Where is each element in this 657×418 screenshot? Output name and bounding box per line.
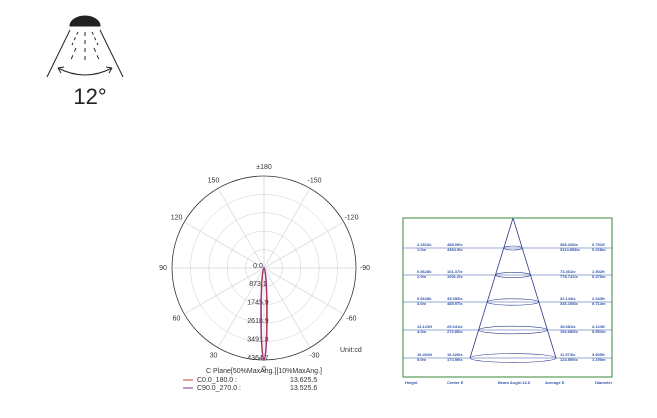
cone-value: 11.574lx (560, 352, 576, 357)
cone-value: 1.190m (592, 357, 606, 362)
cone-value: 1091.2lx (447, 274, 463, 279)
cone-value: 16.404ft (417, 352, 433, 357)
beam-ellipse (503, 245, 523, 251)
cone-value: 0.228m (592, 247, 606, 252)
cone-value: 2.343ft (592, 296, 605, 301)
cone-footer: Height (405, 380, 418, 385)
angle-label: 150 (208, 177, 220, 184)
beam-angle: 12° (73, 84, 106, 109)
cone-value: 3.905ft (592, 352, 605, 357)
polar-grid (190, 194, 338, 342)
polar-diagram: ±180 -150 150 -120 120 -90 90 -60 60 -30 0 30 0.0 873… (159, 164, 370, 373)
cone-value: 101.37lx (447, 269, 463, 274)
radial-label: 3491.8 (247, 336, 269, 343)
angle-label: ±180 (256, 164, 272, 171)
cone-value: 2.2816k (417, 242, 432, 247)
cone-value: 0.714m (592, 301, 606, 306)
beam-ellipse (469, 353, 557, 363)
angle-label: 0 (262, 366, 266, 373)
polar-grid (226, 230, 302, 306)
cone-value: 1.502ft (592, 269, 605, 274)
cone-value: 4364.9lx (447, 247, 463, 252)
intensity-lobe (261, 267, 267, 361)
cone-value: 346.108lx (560, 301, 579, 306)
angle-label: -90 (360, 265, 370, 272)
beam-icon (46, 15, 124, 78)
cone-value: 174.59lx (447, 357, 463, 362)
cone-value: 2.0m (417, 274, 427, 279)
angle-label: -120 (344, 214, 358, 221)
legend-title: C Plane[50%MaxAng.][10%MaxAng.] (206, 368, 322, 375)
cone-value: 0.476m (592, 274, 606, 279)
cone-value: 388.208lx (560, 242, 579, 247)
cone-value: 0.952m (592, 329, 606, 334)
radial-label: 2618.9 (247, 318, 269, 325)
cone-value: 194.689lx (560, 329, 579, 334)
angle-label: -60 (346, 315, 356, 322)
legend-value: 13.525.6 (290, 385, 317, 392)
angle-label: 30 (210, 352, 218, 359)
polar-grid (245, 249, 283, 287)
cone-value: 0.751ft (592, 242, 605, 247)
cone-value: 5.0m (417, 357, 427, 362)
polar-grid (208, 212, 320, 324)
radial-label: 4364.7 (247, 355, 269, 362)
radial-label: 873.1 (249, 281, 267, 288)
beam-ellipse (495, 272, 531, 278)
cone-value: 16.326lx (447, 352, 463, 357)
legend-value: 13.625.5 (290, 377, 317, 384)
cone-value: 488.00lx (447, 242, 463, 247)
cone-value: 45.050lx (447, 296, 463, 301)
cone-value: 25.341lx (447, 324, 463, 329)
radial-label: 0.0 (253, 263, 263, 270)
angle-label: -150 (307, 177, 321, 184)
cone-value: 3.124ft (592, 324, 605, 329)
cone-value: 124.599lx (560, 357, 579, 362)
cone-value: 13.123ft (417, 324, 433, 329)
beam-ellipse (486, 298, 540, 306)
cone-value: 1.0m (417, 247, 427, 252)
cone-footer: Average E (545, 380, 565, 385)
cone-footer: Beam Angle:13.6 (498, 380, 531, 385)
cone-value: 3.0m (417, 301, 427, 306)
legend-name: C0.0_180.0 : (197, 377, 237, 384)
angle-label: -30 (309, 352, 319, 359)
cone-value: 18.081lx (560, 324, 576, 329)
angle-label: 120 (171, 214, 183, 221)
cone-value: 272.80lx (447, 329, 463, 334)
beam-ellipse (478, 325, 548, 335)
cone-value: 0.8628k (417, 269, 432, 274)
angle-label: 90 (159, 265, 167, 272)
angle-label: 60 (173, 315, 181, 322)
cone-footer: Center E (447, 380, 464, 385)
cone-value: 778.742lx (560, 274, 579, 279)
cone-value: 0.6628k (417, 296, 432, 301)
cone-value: 485.97lx (447, 301, 463, 306)
cone-footer: Diameter (595, 380, 613, 385)
cone-value: 73.361lx (560, 269, 576, 274)
unit: Unit:cd (340, 347, 362, 354)
legend-name: C90.0_270.0 : (197, 385, 241, 392)
cone-side (469, 217, 514, 359)
cone-value: 3114.868lx (560, 247, 581, 252)
radial-label: 1745.9 (247, 300, 269, 307)
cone-value: 32.144lx (560, 296, 576, 301)
cone-value: 4.0m (417, 329, 427, 334)
cone-side (512, 217, 557, 359)
